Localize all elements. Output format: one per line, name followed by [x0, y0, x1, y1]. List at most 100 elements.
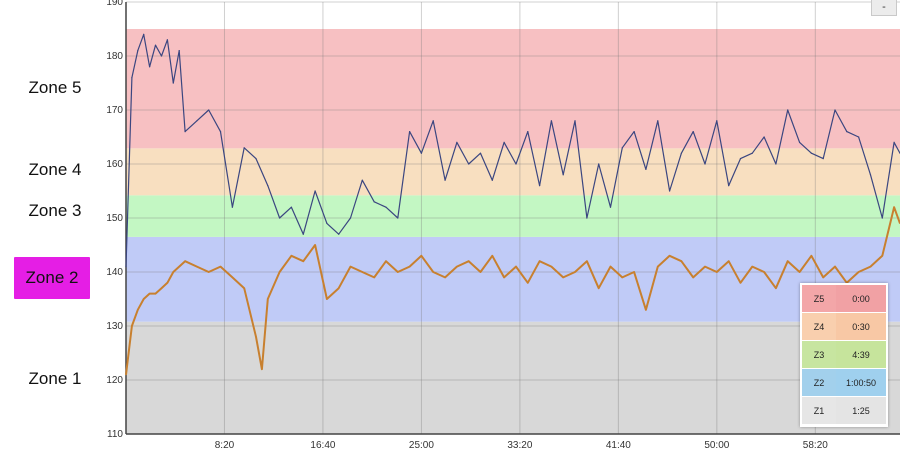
series-1-point	[668, 190, 671, 192]
series-1-point	[881, 217, 883, 219]
series-2-point	[515, 266, 517, 268]
series-2-point	[680, 260, 682, 262]
series-1-point	[338, 233, 340, 235]
series-1-point	[385, 206, 387, 208]
series-2-point	[279, 271, 281, 273]
series-1-point	[609, 206, 612, 208]
series-2-point	[574, 271, 576, 273]
series-2-point	[645, 309, 647, 311]
summary-time-cell: 1:00:50	[836, 369, 886, 396]
y-tick-label: 190	[106, 0, 123, 8]
series-2-point	[491, 255, 493, 257]
series-2-point	[657, 266, 659, 268]
series-1-point	[645, 168, 647, 170]
series-1-point	[751, 152, 753, 154]
series-line-1	[125, 33, 900, 267]
y-tick-label: 110	[107, 429, 123, 440]
series-1-point	[763, 136, 765, 138]
series-1-point	[574, 120, 576, 122]
series-2-point	[326, 298, 328, 300]
series-1-point	[314, 190, 316, 192]
series-2-point	[704, 266, 706, 268]
series-2-point	[143, 298, 145, 300]
series-1-point	[361, 179, 363, 181]
series-2-point	[373, 276, 375, 278]
series-2-point	[184, 260, 186, 262]
zone-band-3	[126, 195, 900, 237]
series-1-point	[409, 131, 411, 133]
series-2-point	[751, 266, 753, 268]
series-1-point	[444, 179, 446, 181]
x-tick-label: 58:20	[803, 440, 828, 450]
series-1-point	[208, 109, 210, 111]
y-tick-label: 180	[106, 51, 123, 62]
series-1-point	[432, 120, 434, 122]
series-2-point	[255, 336, 257, 338]
series-2-point	[869, 266, 872, 268]
series-1-point	[397, 217, 399, 219]
series-2-point	[562, 276, 564, 278]
zone-2-label[interactable]: Zone 2	[14, 257, 90, 299]
y-tick-label: 140	[106, 267, 123, 278]
y-tick-label: 120	[106, 375, 123, 386]
summary-time-cell: 0:30	[836, 313, 886, 340]
series-1-point	[680, 152, 682, 154]
series-1-point	[125, 266, 127, 268]
series-1-point	[196, 120, 198, 122]
series-1-point	[172, 82, 174, 84]
series-2-point	[160, 287, 163, 289]
series-1-point	[739, 158, 742, 160]
y-tick-label: 130	[106, 321, 123, 332]
series-1-point	[243, 147, 245, 149]
x-tick-label: 16:40	[310, 440, 335, 450]
series-1-point	[869, 174, 872, 176]
series-2-point	[609, 266, 612, 268]
series-2-point	[314, 244, 316, 246]
series-2-point	[810, 255, 812, 257]
series-2-point	[154, 293, 157, 295]
summary-zone-cell: Z3	[802, 341, 836, 368]
series-2-point	[503, 276, 505, 278]
series-2-point	[858, 271, 860, 273]
series-2-point	[775, 287, 777, 289]
series-2-point	[787, 260, 789, 262]
series-2-point	[125, 374, 127, 376]
series-1-point	[184, 131, 186, 133]
series-2-point	[479, 271, 482, 273]
x-tick-label: 41:40	[606, 440, 631, 450]
summary-row-z5: Z5 0:00	[802, 285, 886, 312]
series-1-point	[775, 163, 777, 165]
series-1-point	[154, 44, 157, 46]
series-1-point	[255, 158, 257, 160]
series-1-point	[810, 152, 812, 154]
series-2-point	[621, 276, 623, 278]
series-1-point	[373, 201, 375, 203]
series-2-point	[444, 276, 446, 278]
series-1-point	[349, 217, 352, 219]
summary-row-z1: Z1 1:25	[802, 397, 886, 424]
series-2-point	[468, 260, 470, 262]
series-1-point	[893, 141, 895, 143]
zone-band-1	[126, 321, 900, 434]
series-2-point	[302, 260, 304, 262]
series-2-point	[338, 287, 340, 289]
series-1-point	[160, 55, 163, 57]
series-2-point	[881, 255, 883, 257]
summary-time-cell: 0:00	[836, 285, 886, 312]
series-1-point	[598, 163, 600, 165]
series-1-point	[621, 147, 623, 149]
series-2-point	[172, 271, 174, 273]
series-2-point	[349, 266, 352, 268]
collapse-button[interactable]: -	[871, 0, 897, 16]
series-2-point	[231, 276, 233, 278]
summary-zone-cell: Z5	[802, 285, 836, 312]
series-1-point	[491, 179, 493, 181]
x-tick-label: 25:00	[409, 440, 434, 450]
series-2-point	[692, 276, 694, 278]
series-2-point	[716, 271, 718, 273]
series-1-point	[692, 131, 694, 133]
series-1-point	[858, 136, 860, 138]
series-1-point	[798, 141, 801, 143]
x-tick-label: 8:20	[215, 440, 235, 450]
